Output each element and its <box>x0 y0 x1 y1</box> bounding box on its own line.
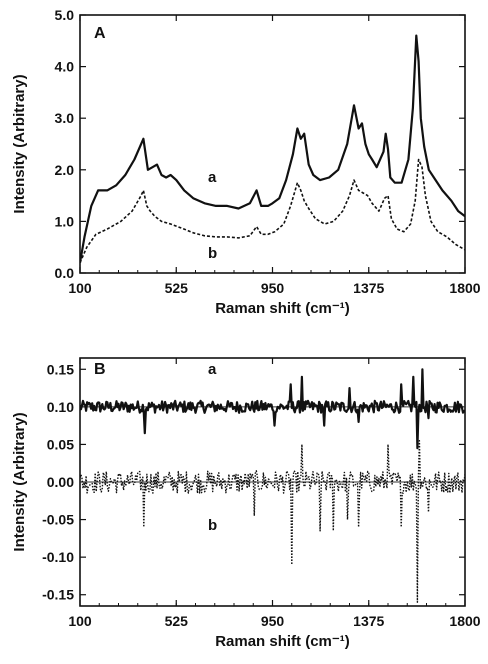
y-tick-label: 2.0 <box>55 162 75 178</box>
x-tick-label: 525 <box>165 613 189 629</box>
y-tick-label: 3.0 <box>55 110 75 126</box>
y-tick-label: 5.0 <box>55 7 75 23</box>
series-a-line <box>80 34 465 263</box>
x-tick-label: 1375 <box>353 613 384 629</box>
y-tick-label: -0.10 <box>42 549 74 565</box>
y-tick-label: 0.00 <box>47 474 74 490</box>
y-tick-label: 1.0 <box>55 213 75 229</box>
x-tick-label: 525 <box>165 280 189 296</box>
panel-label: B <box>94 361 106 378</box>
series-label-b: b <box>208 245 217 262</box>
y-tick-label: 4.0 <box>55 59 75 75</box>
x-tick-label: 950 <box>261 280 285 296</box>
y-tick-label: -0.05 <box>42 512 74 528</box>
y-tick-label: 0.0 <box>55 265 75 281</box>
series-b-line <box>80 158 465 264</box>
x-axis-title: Raman shift (cm⁻¹) <box>215 300 350 317</box>
plot-frame <box>79 14 466 274</box>
series-label-b: b <box>208 517 217 534</box>
y-tick-label: 0.15 <box>47 361 74 377</box>
x-tick-label: 100 <box>68 613 92 629</box>
x-tick-label: 1375 <box>353 280 384 296</box>
x-tick-label: 1800 <box>449 613 480 629</box>
x-tick-label: 950 <box>261 613 285 629</box>
x-tick-label: 100 <box>68 280 92 296</box>
panel-a: 100 525 950 1375 1800 0.0 1.0 2.0 3.0 4.0 5.0 Raman… <box>11 7 481 317</box>
series-b-line <box>80 440 465 603</box>
panel-b: 100 525 950 1375 1800 0.15 0.10 0.05 0.00 -0.05 -0… <box>11 357 481 650</box>
series-label-a: a <box>208 169 217 186</box>
series-label-a: a <box>208 361 217 378</box>
x-axis-title: Raman shift (cm⁻¹) <box>215 633 350 650</box>
y-tick-label: 0.05 <box>47 436 74 452</box>
y-axis-title: Intensity (Arbitrary) <box>11 74 28 213</box>
panel-label: A <box>94 25 106 42</box>
y-tick-label: 0.10 <box>47 399 74 415</box>
x-tick-label: 1800 <box>449 280 480 296</box>
series-a-line <box>80 368 465 450</box>
y-axis-title: Intensity (Arbitrary) <box>11 412 28 551</box>
y-tick-label: -0.15 <box>42 587 74 603</box>
